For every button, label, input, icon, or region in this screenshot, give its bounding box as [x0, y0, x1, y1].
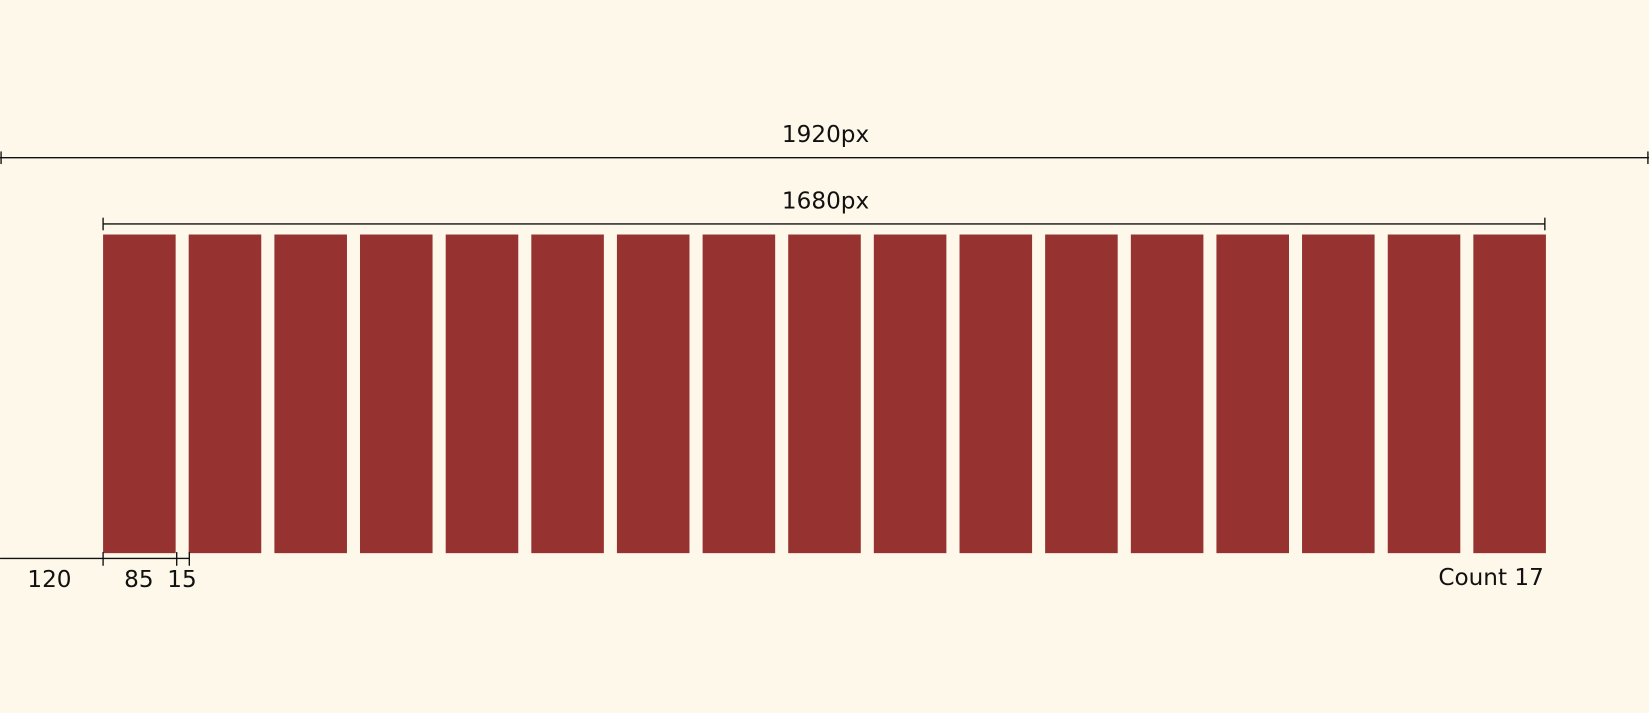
column	[1045, 234, 1118, 554]
columns	[103, 234, 1546, 554]
gutter-label: 15	[167, 567, 196, 593]
column	[1302, 234, 1375, 554]
column	[702, 234, 776, 554]
column	[274, 234, 347, 554]
column	[788, 234, 861, 554]
column	[1473, 234, 1546, 554]
total-width-label: 1920px	[782, 122, 869, 148]
column	[1130, 234, 1204, 554]
column	[1216, 234, 1290, 554]
column	[959, 234, 1033, 554]
column	[188, 234, 262, 554]
column	[445, 234, 519, 554]
count-label: Count 17	[1438, 565, 1543, 591]
column	[103, 234, 176, 554]
column-width-label: 85	[124, 567, 153, 593]
column	[359, 234, 433, 554]
margin-label: 120	[27, 567, 71, 593]
column	[873, 234, 947, 554]
content-width-label: 1680px	[782, 188, 869, 214]
column	[531, 234, 604, 554]
column	[616, 234, 690, 554]
column	[1387, 234, 1461, 554]
